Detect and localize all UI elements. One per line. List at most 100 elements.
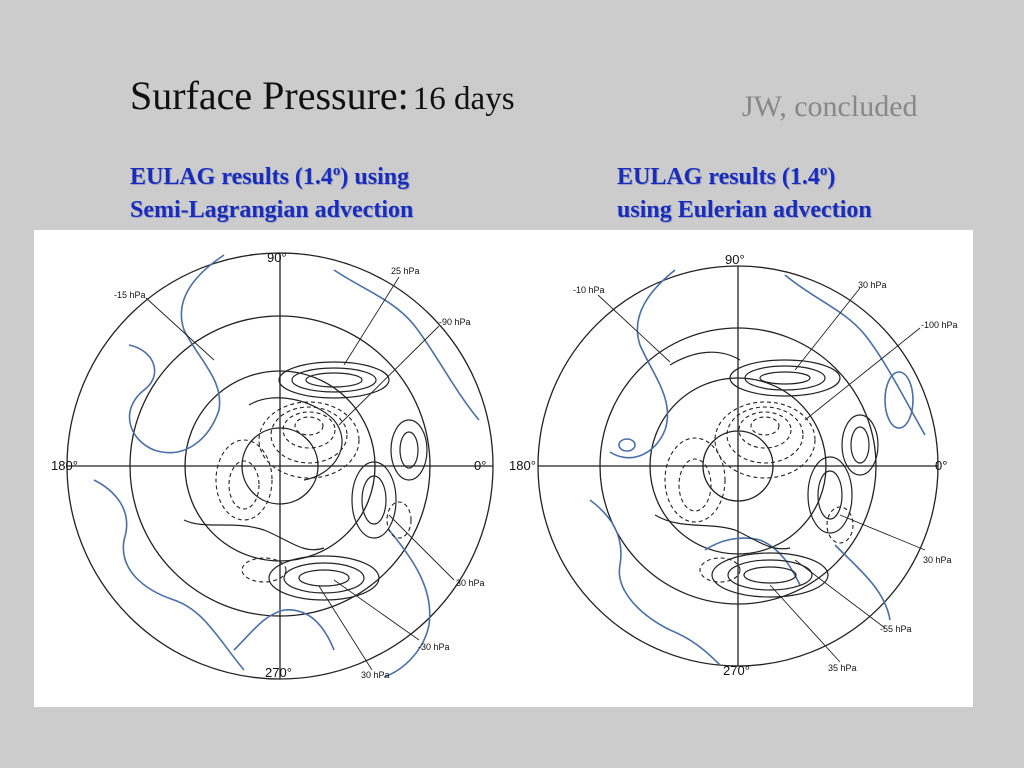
hpa-label: 30 hPa	[923, 555, 952, 565]
contour	[270, 406, 348, 464]
caption-semi-lagrangian: EULAG results (1.4o) using Semi-Lagrangi…	[130, 161, 413, 227]
polar-map-svg: 90° 270° 180° 0° -15 hPa 25 hPa -90 hPa …	[51, 250, 494, 680]
title-main: Surface Pressure:	[130, 73, 409, 118]
contour	[807, 456, 853, 534]
contour	[386, 501, 412, 539]
leader-lines	[597, 287, 926, 663]
contour	[750, 416, 780, 436]
zero-contour	[834, 544, 891, 621]
caption-line2: Semi-Lagrangian advection	[130, 197, 414, 223]
title-sub: 16 days	[412, 81, 515, 117]
caption-line2: using Eulerian advection	[617, 197, 872, 223]
zero-contour	[93, 479, 245, 671]
zero-contour	[784, 274, 926, 436]
contour	[669, 351, 741, 366]
contour	[678, 458, 712, 512]
contour	[298, 569, 350, 587]
leader-line	[794, 559, 886, 629]
leader-lines	[145, 276, 455, 671]
label-0: 0°	[474, 458, 486, 473]
polar-map-semi-lagrangian: 90° 270° 180° 0° -15 hPa 25 hPa -90 hPa …	[34, 230, 502, 707]
label-0: 0°	[935, 458, 947, 473]
leader-line	[338, 325, 440, 426]
slide-title: Surface Pressure: 16 days	[130, 72, 515, 119]
zero-contour	[609, 269, 676, 459]
hpa-label: -30 hPa	[418, 642, 450, 652]
leader-line	[794, 287, 861, 371]
label-180: 180°	[509, 458, 536, 473]
hpa-label: 35 hPa	[828, 663, 857, 673]
negative-contours	[215, 401, 412, 583]
contour	[817, 470, 843, 520]
polar-map-eulerian: 90° 270° 180° 0° -10 hPa 30 hPa -100 hPa…	[495, 230, 973, 707]
leader-line	[333, 579, 420, 641]
contour	[248, 397, 343, 481]
label-180: 180°	[51, 458, 78, 473]
zero-contour	[128, 254, 225, 454]
contour	[664, 437, 726, 523]
leader-line	[597, 294, 671, 363]
caption-line1-pre: EULAG results (1.4	[617, 164, 820, 190]
contour	[729, 359, 841, 397]
contour	[351, 461, 397, 539]
zero-contour	[589, 499, 721, 666]
leader-line	[769, 584, 841, 663]
zero-contours	[93, 254, 480, 678]
caption-line1-post: ) using	[340, 164, 410, 190]
contour	[654, 514, 791, 550]
contour	[399, 431, 419, 469]
contour	[294, 416, 324, 436]
hpa-label: -90 hPa	[439, 317, 471, 327]
zero-contour	[333, 269, 480, 421]
zero-contour	[618, 438, 636, 452]
leader-line	[804, 327, 921, 421]
contour	[738, 411, 792, 449]
label-90: 90°	[725, 252, 745, 267]
hpa-label: -100 hPa	[921, 320, 958, 330]
hpa-label: 30 hPa	[456, 578, 485, 588]
contour	[215, 439, 273, 521]
contour	[291, 367, 377, 393]
label-270: 270°	[723, 663, 750, 678]
hpa-label: -10 hPa	[573, 285, 605, 295]
contour	[282, 411, 336, 449]
hpa-label: -15 hPa	[114, 290, 146, 300]
hpa-label: 30 hPa	[361, 670, 390, 680]
polar-map-svg: 90° 270° 180° 0° -10 hPa 30 hPa -100 hPa…	[509, 252, 958, 678]
contour	[850, 426, 870, 464]
hpa-label: 25 hPa	[391, 266, 420, 276]
contour	[714, 401, 816, 479]
contour	[278, 361, 390, 399]
caption-line1-pre: EULAG results (1.4	[130, 164, 333, 190]
leader-line	[318, 585, 373, 671]
contour	[744, 365, 826, 391]
hpa-label: -55 hPa	[880, 624, 912, 634]
negative-contours	[664, 401, 854, 583]
zero-contour	[704, 537, 801, 586]
contour	[826, 506, 854, 544]
leader-line	[839, 514, 926, 551]
leader-line	[343, 276, 400, 366]
leader-line	[388, 514, 455, 581]
contour	[390, 419, 428, 481]
slide-byline: JW, concluded	[742, 90, 918, 123]
contour	[699, 557, 741, 583]
contour	[241, 557, 287, 583]
contour	[268, 555, 380, 601]
positive-contours	[654, 351, 879, 598]
contour	[258, 401, 360, 479]
caption-eulerian: EULAG results (1.4o) using Eulerian adve…	[617, 161, 872, 227]
zero-contour	[233, 609, 335, 651]
contour	[743, 566, 797, 584]
zero-contours	[589, 269, 926, 666]
contour	[711, 552, 829, 598]
caption-line1-post: )	[827, 164, 836, 190]
contour	[727, 559, 813, 591]
contour	[361, 475, 387, 525]
contour	[726, 406, 804, 464]
contour	[759, 371, 811, 385]
zero-contour	[884, 371, 914, 429]
degree-superscript: o	[819, 163, 828, 179]
contour	[183, 519, 325, 551]
